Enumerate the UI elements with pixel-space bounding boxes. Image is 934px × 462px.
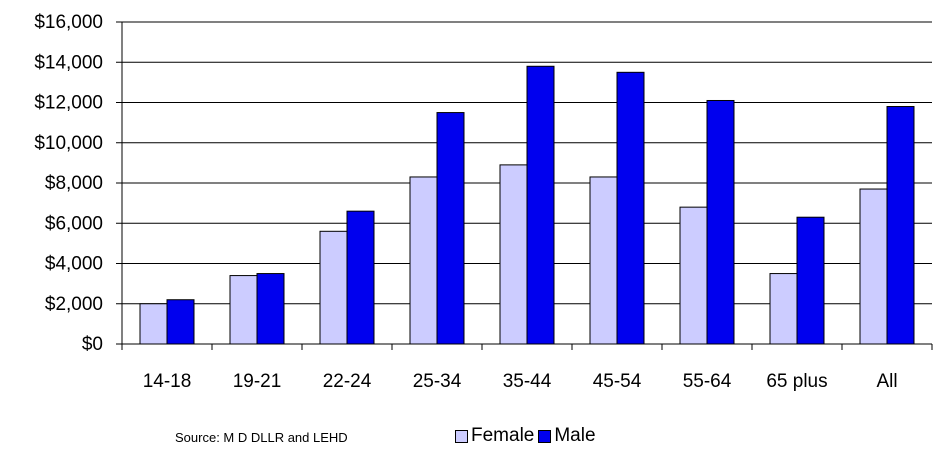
bar-male	[256, 273, 285, 345]
x-tick-label: 14-18	[143, 371, 192, 392]
bar-female	[319, 230, 348, 345]
y-tick-label: $12,000	[34, 93, 103, 114]
legend-label-male: Male	[554, 425, 596, 446]
bar-male	[526, 65, 555, 345]
bar-male	[886, 106, 915, 345]
y-tick-label: $14,000	[34, 52, 103, 73]
axes	[121, 22, 933, 350]
x-tick-label: All	[876, 371, 897, 392]
legend-label-female: Female	[471, 425, 535, 446]
bar-male	[436, 112, 465, 345]
legend-swatch-female	[455, 429, 468, 443]
source-note: Source: M D DLLR and LEHD	[175, 430, 348, 445]
y-tick-label: $0	[82, 334, 103, 355]
x-tick-label: 22-24	[323, 371, 372, 392]
y-tick-label: $6,000	[45, 213, 103, 234]
x-tick-label: 45-54	[593, 371, 642, 392]
y-tick-label: $2,000	[45, 294, 103, 315]
x-tick-label: 19-21	[233, 371, 282, 392]
y-tick-label: $4,000	[45, 254, 103, 275]
x-tick-label: 55-64	[683, 371, 732, 392]
y-tick-label: $10,000	[34, 133, 103, 154]
x-tick-label: 35-44	[503, 371, 552, 392]
bar-female	[499, 164, 528, 345]
y-tick-label: $16,000	[34, 12, 103, 33]
bar-male	[616, 71, 645, 345]
bar-female	[139, 303, 168, 345]
bar-male	[166, 299, 195, 345]
legend: Female Male	[455, 425, 600, 447]
bar-female	[589, 176, 618, 345]
legend-swatch-male	[538, 429, 552, 443]
bar-male	[346, 210, 375, 345]
x-axis-ticks: 14-18 19-21 22-24 25-34 35-44 45-54 55-64 65 pl…	[143, 371, 898, 392]
bar-female	[409, 176, 438, 345]
x-tick-label: 25-34	[413, 371, 462, 392]
bar-male	[796, 216, 825, 345]
bar-female	[229, 275, 258, 345]
legend-item-female: Female	[455, 425, 534, 447]
y-axis-ticks: $0 $2,000 $4,000 $6,000 $8,000 $10,000 $12,000…	[34, 12, 122, 355]
x-tick-label: 65 plus	[766, 371, 827, 392]
bar-female	[679, 206, 708, 345]
y-tick-label: $8,000	[45, 173, 103, 194]
bar-male	[706, 99, 735, 345]
bar-female	[769, 273, 798, 345]
bar-female	[859, 188, 888, 345]
legend-item-male: Male	[538, 425, 596, 447]
bars	[139, 65, 915, 345]
